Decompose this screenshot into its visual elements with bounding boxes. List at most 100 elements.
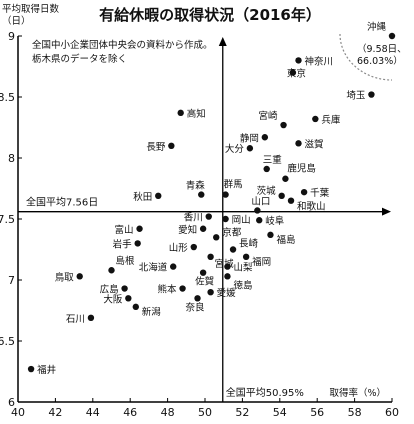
x-axis-unit: 取得率（%）: [329, 387, 386, 399]
data-point: [312, 115, 319, 123]
data-point: [246, 145, 254, 152]
x-tick-label: 52: [235, 406, 249, 419]
x-tick-label: 50: [198, 406, 212, 419]
point-label: 島根: [116, 255, 136, 267]
data-point: [76, 273, 83, 280]
point-label: 福岡: [252, 256, 271, 268]
point-label: 佐賀: [195, 276, 214, 288]
data-point: [207, 289, 214, 296]
data-point: [261, 134, 269, 141]
y-tick-label: 8.5: [0, 91, 15, 104]
callout-detail-1: （9.58日、: [357, 43, 407, 55]
data-point: [136, 225, 143, 232]
callout-detail-2: 66.03%）: [357, 55, 403, 67]
data-point: [224, 263, 231, 270]
point-label: 静岡: [240, 132, 259, 144]
point-label: 大分: [225, 143, 245, 155]
point-label: 山梨: [233, 262, 253, 274]
data-point: [256, 217, 263, 224]
average-rate-arrow: [218, 37, 227, 46]
data-point: [287, 197, 295, 204]
point-label: 群馬: [224, 179, 243, 191]
data-point: [207, 253, 214, 261]
data-point: [125, 295, 132, 302]
point-label: 高知: [187, 108, 206, 120]
data-point: [388, 32, 396, 40]
point-label: 福井: [37, 364, 56, 376]
y-tick-label: 6: [8, 396, 15, 409]
point-label: 和歌山: [297, 201, 326, 213]
data-point: [242, 253, 250, 261]
point-label: 山形: [169, 242, 189, 254]
y-tick-label: 8: [8, 152, 15, 165]
point-label: 秋田: [133, 191, 152, 203]
y-tick-label: 7: [8, 274, 15, 287]
x-tick-label: 46: [123, 406, 137, 419]
point-label: 岩手: [113, 238, 133, 250]
point-label: 宮崎: [259, 110, 279, 122]
x-tick-label: 48: [161, 406, 175, 419]
point-label: 香川: [184, 213, 203, 224]
data-point: [282, 175, 289, 182]
point-label: 岡山: [232, 215, 251, 226]
x-tick-label: 42: [48, 406, 62, 419]
okinawa-callout: 沖縄 （9.58日、 66.03%）: [339, 21, 407, 81]
data-point: [254, 207, 261, 214]
x-tick-label: 58: [348, 406, 362, 419]
data-point: [213, 234, 220, 241]
note-line-1: 全国中小企業団体中央会の資料から作成。: [32, 39, 213, 51]
data-point: [87, 314, 95, 322]
data-point: [108, 267, 115, 274]
x-tick-label: 40: [11, 406, 25, 419]
y-axis-label: 平均取得日数: [2, 3, 60, 15]
data-point: [155, 192, 162, 200]
average-days-arrow: [382, 207, 391, 216]
point-label: 熊本: [158, 284, 178, 296]
callout-name: 沖縄: [367, 21, 387, 33]
data-point: [295, 57, 302, 64]
point-label: 北海道: [139, 262, 168, 274]
data-point: [278, 192, 285, 200]
data-point: [179, 285, 186, 292]
x-tick-label: 44: [86, 406, 100, 419]
point-label: 鳥取: [55, 271, 75, 283]
y-tick-label: 7.5: [0, 213, 15, 226]
point-label: 千葉: [310, 187, 330, 199]
data-point: [177, 109, 184, 117]
data-point: [199, 269, 207, 276]
data-point: [121, 285, 128, 292]
point-label: 三重: [263, 154, 283, 166]
point-label: 愛媛: [217, 287, 237, 299]
plot-frame: [17, 36, 392, 403]
y-tick-label: 9: [8, 30, 15, 43]
data-point: [134, 240, 141, 247]
note-line-2: 栃木県のデータを除く: [32, 53, 127, 65]
point-label: 山口: [251, 196, 270, 207]
average-days-label: 全国平均7.56日: [26, 196, 98, 209]
data-point: [300, 188, 308, 196]
point-label: 長野: [146, 142, 166, 153]
data-point: [222, 191, 229, 198]
point-label: 青森: [186, 180, 206, 192]
point-label: 石川: [66, 314, 85, 325]
data-point: [229, 246, 237, 253]
data-point: [205, 213, 212, 220]
data-point: [199, 225, 207, 232]
data-point: [267, 231, 274, 239]
data-point: [170, 263, 177, 270]
data-point: [289, 69, 297, 76]
y-axis-unit: （日）: [2, 15, 31, 27]
point-label: 富山: [115, 224, 134, 236]
point-label: 東京: [287, 68, 306, 80]
point-label: 岐阜: [265, 215, 284, 227]
point-label: 徳島: [233, 279, 252, 291]
point-label: 広島: [100, 284, 119, 296]
point-label: 京都: [222, 226, 242, 238]
data-point: [27, 365, 35, 373]
point-label: 愛知: [178, 224, 197, 236]
data-point: [280, 121, 287, 129]
x-tick-label: 60: [385, 406, 399, 419]
point-label: 新潟: [142, 306, 161, 318]
chart-title: 有給休暇の取得状況（2016年）: [99, 6, 321, 24]
